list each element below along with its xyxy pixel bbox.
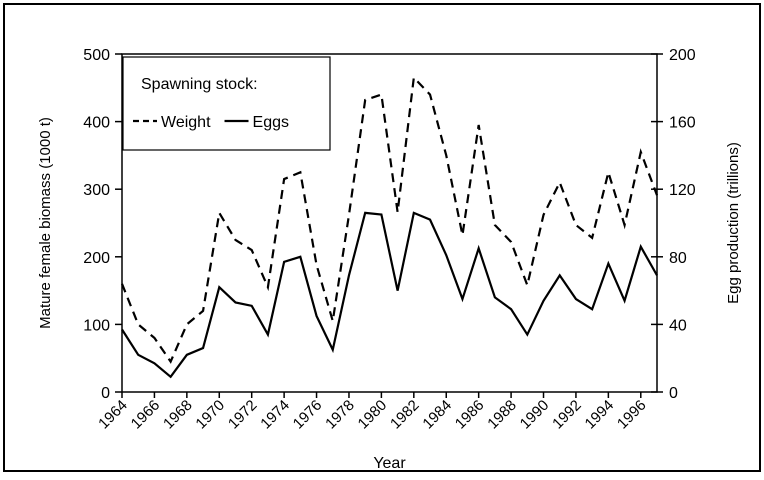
legend-title: Spawning stock:	[141, 76, 258, 93]
x-tick-label: 1968	[160, 397, 196, 433]
x-tick-label: 1986	[452, 397, 488, 433]
legend-label: Eggs	[253, 114, 289, 131]
x-tick-label: 1980	[355, 397, 391, 433]
y2-tick-label: 200	[669, 47, 696, 64]
x-tick-label: 1984	[419, 397, 455, 433]
x-axis-label: Year	[373, 455, 406, 472]
y-tick-label: 0	[101, 385, 110, 402]
plot-area	[121, 53, 658, 393]
y-tick-label: 500	[83, 47, 110, 64]
x-tick-label: 1976	[290, 397, 326, 433]
y-tick-label: 400	[83, 115, 110, 132]
y-tick-label: 200	[83, 250, 110, 267]
x-tick-label: 1966	[128, 397, 164, 433]
x-tick-label: 1988	[484, 397, 520, 433]
series-line	[120, 75, 659, 364]
x-tick-label: 1994	[582, 397, 618, 433]
y2-axis-label: Egg production (trillions)	[725, 142, 742, 304]
y2-tick-label: 0	[669, 385, 678, 402]
series-line	[121, 211, 658, 379]
frame	[3, 3, 761, 472]
x-tick-label: 1982	[387, 397, 423, 433]
y-tick-label: 300	[83, 182, 110, 199]
x-tick-label: 1992	[549, 397, 585, 433]
y2-tick-label: 40	[669, 317, 687, 334]
y2-tick-label: 120	[669, 182, 696, 199]
legend-label: Weight	[161, 114, 211, 131]
y2-tick-label: 160	[669, 115, 696, 132]
x-tick-label: 1978	[322, 397, 358, 433]
x-tick-label: 1990	[517, 397, 553, 433]
y2-tick-label: 80	[669, 250, 687, 267]
x-tick-label: 1970	[192, 397, 228, 433]
y-tick-label: 100	[83, 317, 110, 334]
x-tick-label: 1964	[95, 397, 131, 433]
y-axis-label: Mature female biomass (1000 t)	[37, 117, 54, 329]
legend-box	[122, 56, 331, 151]
x-tick-label: 1996	[614, 397, 650, 433]
x-tick-label: 1972	[225, 397, 261, 433]
x-tick-label: 1974	[257, 397, 293, 433]
